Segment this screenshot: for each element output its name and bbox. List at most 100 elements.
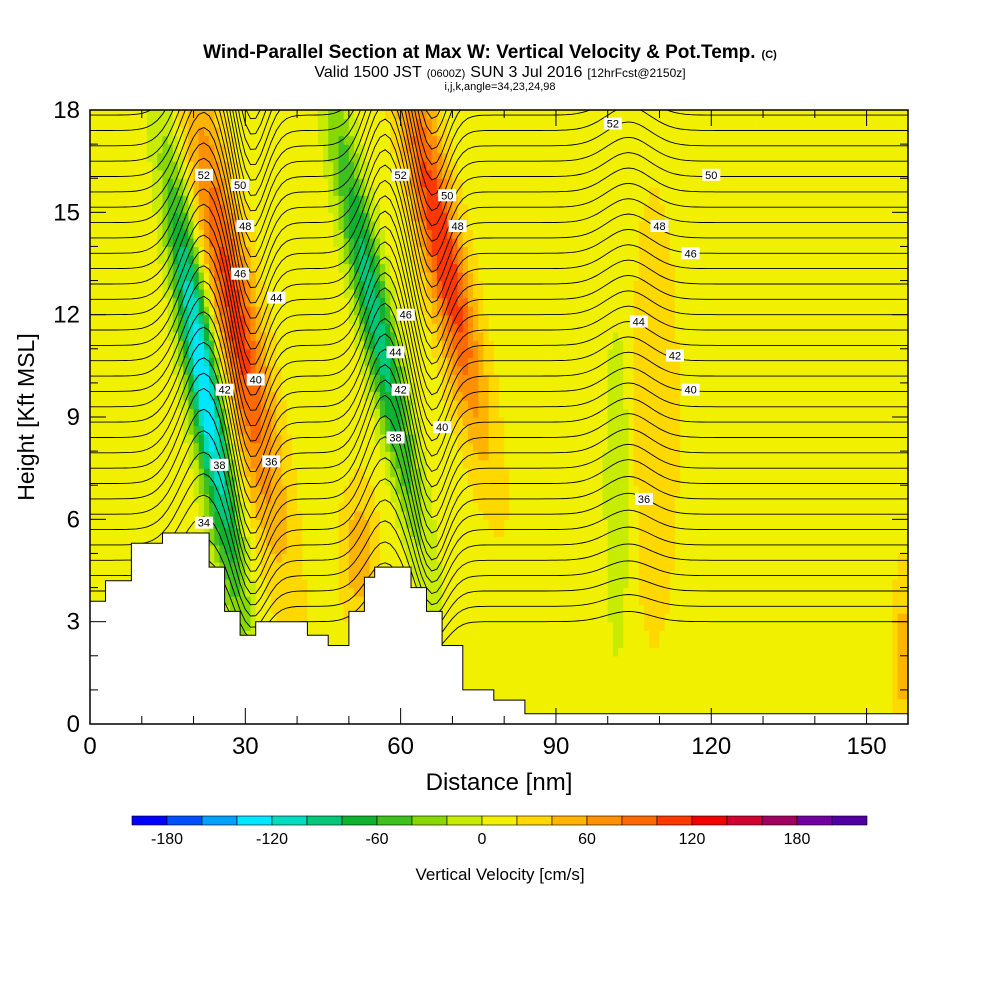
field-cell — [897, 630, 904, 640]
field-cell — [524, 698, 531, 708]
field-cell — [178, 527, 184, 537]
field-cell — [799, 579, 806, 589]
field-cell — [752, 630, 759, 640]
field-cell — [825, 681, 831, 691]
field-cell — [659, 706, 666, 717]
field-cell — [297, 536, 303, 546]
field-cell — [747, 596, 754, 606]
field-cell — [861, 527, 868, 537]
field-cell — [607, 587, 614, 597]
field-cell — [835, 493, 842, 503]
field-cell — [379, 561, 386, 572]
field-cell — [851, 579, 857, 589]
field-cell — [726, 689, 733, 700]
field-cell — [95, 468, 101, 478]
field-cell — [209, 544, 215, 555]
field-cell — [856, 527, 863, 537]
field-cell — [819, 647, 826, 657]
field-cell — [768, 681, 774, 691]
field-cell — [395, 519, 402, 529]
field-cell — [141, 485, 148, 495]
field-cell — [561, 647, 567, 657]
field-cell — [566, 630, 573, 640]
field-cell — [902, 638, 908, 648]
field-cell — [809, 468, 816, 478]
field-cell — [675, 502, 681, 512]
field-cell — [902, 459, 908, 469]
field-cell — [519, 596, 526, 606]
field-cell — [902, 596, 908, 606]
field-cell — [669, 476, 676, 486]
field-cell — [473, 561, 479, 572]
field-cell — [819, 527, 826, 537]
field-cell — [395, 553, 402, 563]
field-cell — [887, 630, 894, 640]
field-cell — [115, 485, 122, 495]
field-cell — [835, 587, 842, 597]
field-cell — [183, 502, 189, 512]
field-cell — [897, 476, 904, 486]
field-cell — [747, 689, 754, 700]
field-cell — [731, 681, 738, 691]
field-cell — [664, 664, 671, 674]
field-cell — [819, 579, 826, 589]
field-cell — [421, 493, 428, 503]
field-cell — [783, 570, 790, 580]
field-cell — [131, 502, 138, 512]
field-cell — [333, 638, 340, 648]
field-cell — [835, 630, 842, 640]
field-cell — [576, 681, 583, 691]
field-cell — [462, 493, 469, 503]
field-cell — [835, 689, 842, 700]
field-cell — [695, 587, 702, 597]
field-cell — [535, 638, 542, 648]
field-cell — [297, 485, 303, 495]
field-cell — [504, 561, 510, 572]
field-cell — [234, 510, 241, 520]
field-cell — [737, 570, 743, 580]
subtitle-utc: (0600Z) — [427, 68, 466, 80]
field-cell — [219, 544, 226, 555]
field-cell — [695, 706, 702, 717]
field-cell — [659, 502, 666, 512]
field-cell — [845, 493, 852, 503]
field-cell — [664, 596, 671, 606]
field-cell — [581, 596, 588, 606]
field-cell — [623, 527, 630, 537]
field-cell — [835, 536, 842, 546]
field-cell — [115, 468, 122, 478]
field-cell — [561, 553, 567, 563]
field-cell — [845, 485, 852, 495]
field-cell — [281, 553, 288, 563]
field-cell — [835, 706, 842, 717]
field-cell — [851, 502, 857, 512]
field-cell — [462, 544, 469, 555]
field-cell — [576, 536, 583, 546]
field-cell — [576, 672, 583, 682]
field-cell — [607, 544, 614, 555]
field-cell — [747, 621, 754, 631]
field-cell — [157, 536, 164, 546]
field-cell — [711, 579, 718, 589]
field-cell — [519, 613, 526, 623]
field-cell — [680, 519, 686, 529]
field-cell — [845, 579, 852, 589]
field-cell — [271, 587, 277, 597]
field-cell — [763, 672, 769, 682]
field-cell — [788, 527, 795, 537]
field-cell — [695, 579, 702, 589]
field-cell — [209, 561, 215, 572]
field-cell — [317, 613, 324, 623]
field-cell — [731, 689, 738, 700]
field-cell — [276, 587, 283, 597]
field-cell — [431, 485, 438, 495]
field-cell — [830, 544, 837, 555]
field-cell — [742, 519, 749, 529]
field-cell — [483, 604, 490, 614]
field-cell — [447, 596, 454, 606]
field-cell — [742, 502, 749, 512]
field-cell — [291, 502, 298, 512]
field-cell — [638, 502, 645, 512]
field-cell — [835, 681, 842, 691]
field-cell — [209, 485, 215, 495]
